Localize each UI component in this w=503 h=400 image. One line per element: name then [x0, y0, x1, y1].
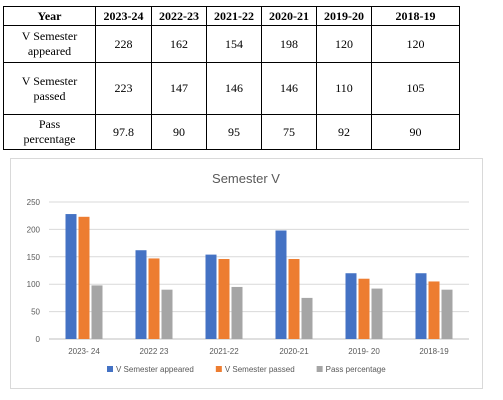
table-cell: 228 [95, 25, 152, 63]
table-cell: 97.8 [95, 114, 152, 150]
row-label-line: passed [33, 88, 66, 103]
row-label-line: V Semester [21, 73, 78, 88]
bar [345, 273, 357, 339]
bar [288, 258, 300, 339]
y-tick-label: 100 [27, 280, 41, 289]
row-label-line: Pass [38, 117, 61, 131]
chart-container: Semester V 0 50 100 150 200 250 2023- 24 2022 2… [10, 158, 483, 389]
row-label-line: appeared [27, 44, 72, 58]
table-cell: 146 [261, 62, 317, 115]
x-tick-label: 2018-19 [419, 347, 449, 356]
row-label-percentage: Pass percentage [3, 114, 96, 150]
bar [231, 286, 243, 339]
y-tick-label: 200 [27, 225, 41, 234]
header-cell-2020-21: 2020-21 [261, 6, 317, 26]
y-tick-label: 250 [27, 198, 41, 207]
y-tick-label: 150 [27, 253, 41, 262]
bar [428, 281, 440, 339]
header-cell-2023-24: 2023-24 [95, 6, 152, 26]
header-cell-2021-22: 2021-22 [206, 6, 262, 26]
row-label-appeared: V Semester appeared [3, 25, 96, 63]
table-row-percentage: Pass percentage 97.8 90 95 75 92 90 [3, 114, 460, 150]
row-label-line: percentage [23, 132, 76, 146]
header-cell-year: Year [3, 6, 96, 26]
table-cell: 90 [151, 114, 207, 150]
table-row-passed: V Semester passed 223 147 146 146 110 10… [3, 62, 460, 115]
bar [301, 297, 313, 339]
bar [78, 216, 90, 339]
bar [161, 289, 173, 339]
table-cell: 154 [206, 25, 262, 63]
header-cell-2018-19: 2018-19 [371, 6, 460, 26]
table-cell: 223 [95, 62, 152, 115]
x-tick-label: 2019- 20 [348, 347, 380, 356]
bar [135, 250, 147, 339]
bar [148, 258, 160, 339]
legend-swatch [107, 366, 113, 372]
bar [415, 273, 427, 339]
bar [441, 289, 453, 339]
table-cell: 75 [261, 114, 317, 150]
table-row-appeared: V Semester appeared 228 162 154 198 120 … [3, 25, 460, 63]
chart-title: Semester V [212, 171, 280, 186]
bar [205, 254, 217, 339]
data-table: Year 2023-24 2022-23 2021-22 2020-21 201… [3, 6, 460, 150]
legend-label: V Semester appeared [116, 365, 194, 374]
table-header-row: Year 2023-24 2022-23 2021-22 2020-21 201… [3, 6, 460, 26]
x-tick-label: 2020-21 [279, 347, 309, 356]
table-cell: 198 [261, 25, 317, 63]
y-tick-label: 0 [36, 335, 41, 344]
row-label-passed: V Semester passed [3, 62, 96, 115]
bar [275, 230, 287, 339]
x-tick-label: 2022 23 [140, 347, 169, 356]
table-cell: 90 [371, 114, 460, 150]
y-tick-label: 50 [31, 308, 40, 317]
table-cell: 162 [151, 25, 207, 63]
table-cell: 92 [316, 114, 372, 150]
bar [65, 214, 77, 339]
x-tick-label: 2023- 24 [68, 347, 100, 356]
bar [218, 258, 230, 339]
table-cell: 146 [206, 62, 262, 115]
legend-label: Pass percentage [326, 365, 387, 374]
legend-swatch [316, 366, 323, 372]
table-cell: 120 [371, 25, 460, 63]
table-cell: 105 [371, 62, 460, 115]
table-cell: 95 [206, 114, 262, 150]
bar [358, 278, 370, 339]
legend-label: V Semester passed [225, 365, 295, 374]
x-tick-label: 2021-22 [209, 347, 239, 356]
table-cell: 110 [316, 62, 372, 115]
header-cell-2022-23: 2022-23 [151, 6, 207, 26]
header-cell-2019-20: 2019-20 [316, 6, 372, 26]
bar [371, 288, 383, 339]
bar-chart: Semester V 0 50 100 150 200 250 2023- 24 2022 2… [27, 171, 469, 374]
legend-swatch [215, 366, 222, 372]
bar [91, 285, 103, 339]
table-cell: 147 [151, 62, 207, 115]
row-label-line: V Semester [21, 29, 78, 43]
table-cell: 120 [316, 25, 372, 63]
